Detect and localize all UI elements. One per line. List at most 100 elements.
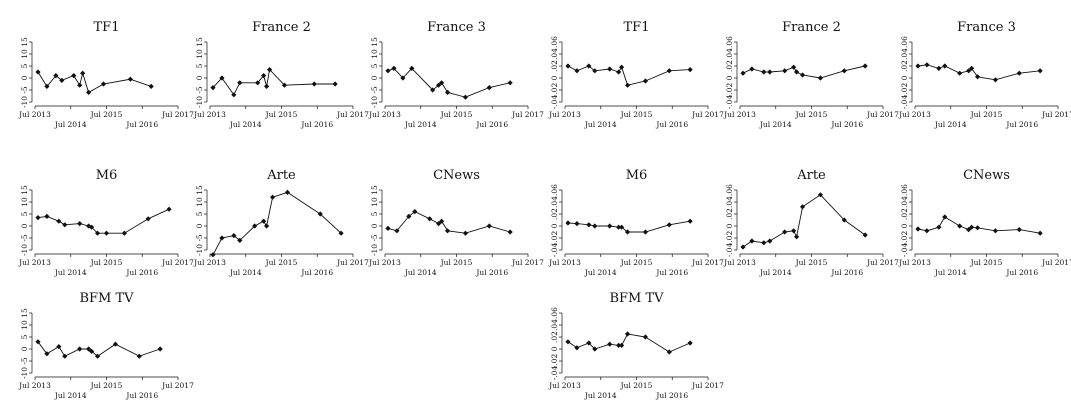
- x-tick-label: Jul 2014: [584, 120, 617, 129]
- y-tick-label: 0: [195, 223, 204, 228]
- y-tick-label: 0: [370, 223, 379, 228]
- y-tick-label: 5: [20, 211, 29, 216]
- x-tick-label: Jul 2015: [620, 110, 653, 119]
- y-tick-label: -10: [195, 96, 204, 108]
- data-point: [642, 78, 649, 84]
- y-tick-label: -.04: [550, 95, 559, 110]
- data-point: [607, 223, 613, 229]
- y-tick-label: 10: [195, 49, 204, 59]
- data-point: [507, 229, 513, 235]
- x-tick-label: Jul 2017: [511, 258, 544, 267]
- y-tick-label: .02: [550, 208, 559, 220]
- x-tick-label: Jul 2016: [125, 391, 158, 400]
- data-point: [71, 73, 77, 79]
- x-tick-label: Jul 2014: [404, 268, 437, 277]
- y-tick-label: 0: [550, 223, 559, 228]
- chart-panel: TF1 -10 -5 0 5 10 15 Jul 2013 Jul 2014 Jul 2015 Ju…: [0, 12, 194, 132]
- x-tick-label: Jul 2015: [90, 258, 123, 267]
- x-tick-label: Jul 2015: [440, 110, 473, 119]
- x-tick-label: Jul 2013: [723, 258, 756, 267]
- data-point: [740, 244, 746, 250]
- data-point: [44, 83, 50, 89]
- data-point: [1016, 227, 1022, 233]
- series-line: [567, 220, 691, 233]
- y-tick-label: 10: [195, 197, 204, 207]
- data-point: [237, 237, 243, 243]
- data-point: [642, 334, 649, 340]
- panel-title: M6: [625, 168, 648, 183]
- data-point: [974, 225, 981, 231]
- y-tick-label: .02: [725, 60, 734, 72]
- x-tick-label: Jul 2014: [404, 120, 437, 129]
- data-point: [77, 221, 83, 227]
- x-tick-label: Jul 2016: [830, 268, 863, 277]
- data-point: [385, 68, 391, 74]
- x-tick-label: Jul 2016: [475, 120, 508, 129]
- data-point: [112, 341, 119, 347]
- data-point: [103, 230, 110, 236]
- data-point: [462, 230, 469, 236]
- x-tick-label: Jul 2013: [898, 258, 931, 267]
- y-tick-label: 15: [20, 37, 29, 47]
- data-point: [992, 77, 999, 83]
- data-point: [332, 81, 338, 87]
- data-point: [862, 63, 868, 69]
- y-tick-label: 15: [20, 308, 29, 318]
- data-point: [77, 346, 83, 352]
- y-tick-label: 15: [195, 37, 204, 47]
- x-tick-label: Jul 2016: [655, 268, 688, 277]
- data-point: [77, 82, 83, 88]
- data-point: [53, 73, 59, 79]
- y-tick-label: .06: [550, 36, 559, 48]
- x-tick-label: Jul 2015: [970, 258, 1003, 267]
- data-point: [1016, 70, 1022, 76]
- data-point: [607, 66, 613, 72]
- y-tick-label: 10: [370, 197, 379, 207]
- y-tick-label: .06: [725, 36, 734, 48]
- data-point: [687, 340, 693, 346]
- y-tick-label: -.02: [550, 83, 559, 98]
- y-tick-label: -.02: [725, 231, 734, 246]
- y-tick-label: .06: [550, 307, 559, 319]
- x-tick-label: Jul 2016: [655, 391, 688, 400]
- data-point: [311, 81, 317, 87]
- x-tick-label: Jul 2014: [54, 120, 87, 129]
- data-point: [565, 63, 571, 69]
- x-tick-label: Jul 2015: [795, 258, 828, 267]
- y-tick-label: -10: [20, 96, 29, 108]
- data-point: [817, 192, 824, 198]
- data-point: [231, 92, 237, 98]
- data-point: [841, 68, 847, 74]
- data-point: [624, 82, 631, 88]
- data-point: [957, 223, 963, 229]
- y-tick-label: .04: [725, 196, 734, 208]
- data-point: [127, 76, 133, 82]
- y-tick-label: 0: [20, 346, 29, 351]
- data-point: [915, 226, 921, 232]
- y-tick-label: 0: [20, 223, 29, 228]
- x-tick-label: Jul 2014: [759, 120, 792, 129]
- y-tick-label: -10: [370, 96, 379, 108]
- data-point: [436, 221, 442, 227]
- data-point: [507, 80, 513, 86]
- data-point: [666, 68, 672, 74]
- x-tick-label: Jul 2014: [934, 268, 967, 277]
- y-tick-label: -5: [370, 86, 379, 94]
- x-tick-label: Jul 2014: [229, 120, 262, 129]
- x-tick-label: Jul 2014: [584, 268, 617, 277]
- x-tick-label: Jul 2013: [898, 110, 931, 119]
- data-point: [586, 340, 592, 346]
- data-point: [56, 218, 62, 224]
- x-tick-label: Jul 2017: [691, 381, 724, 390]
- series-line: [917, 216, 1041, 234]
- y-tick-label: .04: [900, 196, 909, 208]
- y-tick-label: 0: [900, 75, 909, 80]
- y-tick-label: .04: [725, 48, 734, 60]
- series-line: [212, 191, 342, 256]
- data-point: [444, 89, 451, 95]
- data-point: [35, 215, 41, 221]
